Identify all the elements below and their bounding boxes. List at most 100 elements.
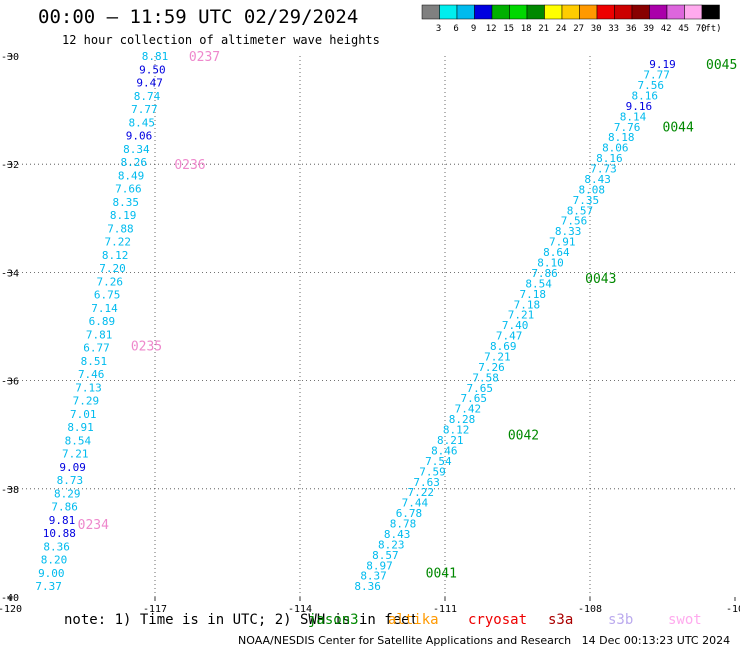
lat-tick-label: -36 bbox=[1, 377, 19, 388]
wave-height-value: 7.22 bbox=[105, 236, 132, 249]
wave-height-value: 8.12 bbox=[443, 424, 470, 437]
wave-height-value: 7.46 bbox=[78, 368, 105, 381]
wave-height-value: 6.78 bbox=[396, 507, 423, 520]
wave-height-value: 8.26 bbox=[120, 156, 147, 169]
wave-height-value: 8.54 bbox=[65, 434, 92, 447]
legend-label: 3 bbox=[436, 24, 441, 34]
wave-height-value: 8.16 bbox=[632, 89, 659, 102]
lat-tick-label: -30 bbox=[1, 52, 19, 63]
wave-height-value: 7.77 bbox=[131, 103, 158, 116]
lat-tick-label: -38 bbox=[1, 485, 19, 496]
wave-height-value: 7.21 bbox=[484, 350, 511, 363]
wave-height-value: 8.73 bbox=[57, 474, 84, 487]
wave-height-value: 9.19 bbox=[649, 58, 676, 71]
pass-time-label: 0041 bbox=[426, 567, 457, 582]
wave-height-value: 7.73 bbox=[590, 163, 617, 176]
wave-height-value: 7.14 bbox=[91, 302, 118, 315]
pass-time-label: 0045 bbox=[706, 58, 737, 73]
wave-height-value: 8.20 bbox=[41, 554, 68, 567]
wave-height-value: 8.97 bbox=[366, 559, 393, 572]
wave-height-value: 7.56 bbox=[637, 79, 664, 92]
wave-height-value: 7.20 bbox=[99, 262, 126, 275]
wave-height-value: 7.76 bbox=[614, 121, 641, 134]
lon-tick-label: -108 bbox=[578, 604, 602, 615]
lon-tick-label: -111 bbox=[433, 604, 457, 615]
wave-height-value: 8.64 bbox=[543, 246, 570, 259]
wave-height-value: 8.06 bbox=[602, 142, 629, 155]
wave-height-value: 7.37 bbox=[35, 580, 62, 593]
wave-height-value: 7.56 bbox=[561, 215, 588, 228]
wave-height-value: 7.35 bbox=[573, 194, 600, 207]
pass-time-label: 0236 bbox=[174, 158, 205, 173]
wave-height-value: 7.40 bbox=[502, 319, 529, 332]
satellite-name-cryosat: cryosat bbox=[468, 612, 528, 628]
legend-label: 12 bbox=[486, 24, 497, 34]
wave-height-value: 7.01 bbox=[70, 408, 97, 421]
wave-height-value: 8.21 bbox=[437, 434, 464, 447]
map-subtitle: 12 hour collection of altimeter wave hei… bbox=[62, 33, 380, 47]
pass-time-label: 0234 bbox=[78, 518, 109, 533]
wave-height-value: 8.49 bbox=[118, 169, 145, 182]
lat-tick-label: -32 bbox=[1, 160, 19, 171]
wave-height-value: 6.89 bbox=[89, 315, 116, 328]
wave-height-value: 8.34 bbox=[123, 143, 150, 156]
wave-height-value: 8.12 bbox=[102, 249, 129, 262]
wave-height-value: 8.57 bbox=[567, 204, 594, 217]
wave-height-value: 8.43 bbox=[584, 173, 611, 186]
lon-tick-label: -10 bbox=[726, 604, 740, 615]
wave-height-value: 7.44 bbox=[402, 497, 429, 510]
wave-height-value: 7.77 bbox=[643, 69, 670, 82]
lon-tick-label: -117 bbox=[143, 604, 167, 615]
wave-height-value: 8.37 bbox=[360, 570, 387, 583]
wave-height-value: 7.58 bbox=[472, 371, 499, 384]
wave-height-value: 7.13 bbox=[75, 381, 102, 394]
wave-height-value: 8.29 bbox=[54, 487, 81, 500]
wave-height-value: 8.43 bbox=[384, 528, 411, 541]
legend-label: 70 bbox=[696, 24, 707, 34]
wave-height-value: 6.77 bbox=[83, 342, 110, 355]
legend-label: 30 bbox=[591, 24, 602, 34]
wave-height-value: 7.42 bbox=[455, 403, 482, 416]
wave-height-value: 7.21 bbox=[508, 309, 535, 322]
legend-label: 42 bbox=[661, 24, 672, 34]
wave-height-value: 7.22 bbox=[407, 486, 434, 499]
wave-height-value: 7.81 bbox=[86, 328, 113, 341]
wave-height-value: 7.88 bbox=[107, 222, 134, 235]
wave-height-value: 8.57 bbox=[372, 549, 399, 562]
wave-height-value: 7.59 bbox=[419, 465, 446, 478]
wave-height-value: 8.33 bbox=[555, 225, 582, 238]
wave-height-value: 8.51 bbox=[81, 355, 108, 368]
wave-height-value: 7.63 bbox=[413, 476, 440, 489]
legend-label: 27 bbox=[573, 24, 584, 34]
legend-label: 24 bbox=[556, 24, 567, 34]
wave-height-value: 9.09 bbox=[59, 461, 86, 474]
wave-height-value: 9.50 bbox=[139, 63, 166, 76]
satellite-name-jason3: jason3 bbox=[308, 612, 359, 628]
wave-height-value: 8.81 bbox=[142, 50, 169, 63]
wave-height-value: 9.81 bbox=[49, 514, 76, 527]
wave-height-value: 8.18 bbox=[608, 131, 635, 144]
wave-height-value: 7.26 bbox=[97, 275, 124, 288]
wave-height-value: 8.91 bbox=[67, 421, 94, 434]
pass-time-label: 0237 bbox=[189, 50, 220, 65]
wave-height-value: 9.47 bbox=[136, 77, 163, 90]
wave-height-value: 8.69 bbox=[490, 340, 517, 353]
satellite-name-altika: altika bbox=[388, 612, 439, 628]
wave-height-value: 7.26 bbox=[478, 361, 505, 374]
legend-label: (ft) bbox=[700, 24, 722, 34]
wave-height-value: 7.65 bbox=[466, 382, 493, 395]
satellite-name-s3b: s3b bbox=[608, 612, 634, 628]
wave-height-value: 8.54 bbox=[525, 277, 552, 290]
wave-height-value: 8.28 bbox=[449, 413, 476, 426]
wave-height-value: 8.74 bbox=[134, 90, 161, 103]
wave-height-value: 7.21 bbox=[62, 448, 89, 461]
wave-height-value: 8.36 bbox=[354, 580, 381, 593]
satellite-name-s3a: s3a bbox=[548, 612, 574, 628]
credit-line: NOAA/NESDIS Center for Satellite Applica… bbox=[238, 634, 731, 647]
satellite-name-swot: swot bbox=[668, 612, 702, 628]
wave-height-value: 8.10 bbox=[537, 256, 564, 269]
pass-time-label: 0044 bbox=[663, 120, 694, 135]
wave-height-value: 7.86 bbox=[51, 501, 78, 514]
lon-tick-label: -114 bbox=[288, 604, 312, 615]
